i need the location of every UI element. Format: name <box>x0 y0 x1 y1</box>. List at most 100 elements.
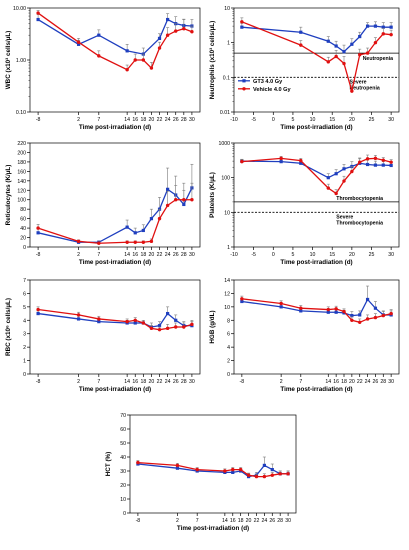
data-point <box>133 231 137 235</box>
data-point <box>358 52 362 57</box>
chart-rbc: 0 1 2 3 4 5 6 7 -8 2 7 14 16 18 20 22 24 26 28 30 Time post-… <box>5 278 201 393</box>
x-tick-label: 22 <box>254 518 260 524</box>
y-axis-label: HGB (g/dL) <box>209 310 216 343</box>
x-tick-label: 26 <box>173 252 179 258</box>
x-tick-label: -5 <box>251 117 256 123</box>
x-tick-label: 14 <box>124 379 130 385</box>
y-tick-label: 1.00 <box>16 58 26 64</box>
series-veh <box>240 295 393 324</box>
x-tick-label: 20 <box>349 252 355 258</box>
series-veh <box>36 182 194 245</box>
data-point <box>36 311 40 316</box>
data-point <box>36 11 40 15</box>
data-point <box>133 321 137 325</box>
data-point <box>238 467 243 472</box>
x-tick-label: 24 <box>165 379 171 385</box>
data-point <box>326 176 330 180</box>
x-axis-label: Time post-irradiation (d) <box>177 525 249 532</box>
y-tick-label: 6 <box>23 291 26 297</box>
data-point <box>174 198 178 202</box>
data-point <box>133 240 137 244</box>
reference-line-label: Severe <box>336 214 353 220</box>
data-point <box>334 44 338 48</box>
data-point <box>373 163 378 167</box>
plot-frame <box>233 279 400 375</box>
plot-frame <box>29 279 201 375</box>
x-tick-label: 20 <box>349 379 355 385</box>
y-tick-label: 60 <box>120 427 126 433</box>
data-point <box>270 468 274 472</box>
data-point <box>358 160 362 164</box>
data-point <box>190 30 194 34</box>
plot-frame <box>233 7 400 113</box>
y-tick-label: 14 <box>224 278 230 284</box>
y-tick-label: 40 <box>120 455 126 461</box>
data-point <box>125 225 129 229</box>
y-tick-label: 10.00 <box>13 6 26 12</box>
x-tick-label: 15 <box>329 252 335 258</box>
data-point <box>36 231 40 235</box>
legend-marker <box>242 87 246 91</box>
x-tick-label: 14 <box>124 117 130 123</box>
data-point <box>76 317 81 321</box>
x-axis-label: Time post-irradiation (d) <box>79 124 151 131</box>
x-axis-label: Time post-irradiation (d) <box>79 259 151 266</box>
data-point <box>174 325 178 329</box>
x-tick-label: 5 <box>291 252 294 258</box>
data-point <box>270 473 274 477</box>
reference-line-label: Neutropenia <box>350 85 380 91</box>
x-tick-label: 2 <box>280 379 283 385</box>
x-tick-label: 2 <box>176 518 179 524</box>
x-tick-label: -10 <box>230 252 238 258</box>
y-tick-label: 0 <box>123 511 126 517</box>
y-tick-label: 0.10 <box>16 110 26 116</box>
y-axis-label: Platelets (K/µL) <box>209 172 216 218</box>
x-tick-label: 18 <box>341 379 347 385</box>
data-point <box>149 66 154 70</box>
data-point <box>157 327 162 332</box>
data-point <box>350 313 354 318</box>
data-point <box>165 33 170 37</box>
data-point <box>389 163 393 168</box>
data-point <box>373 40 378 45</box>
data-point <box>254 474 259 479</box>
x-tick-label: -8 <box>240 379 245 385</box>
data-point <box>334 172 338 176</box>
y-tick-label: 4 <box>227 345 230 351</box>
data-point <box>240 159 244 164</box>
x-axis-label: Time post-irradiation (d) <box>79 386 151 393</box>
x-tick-label: 14 <box>325 379 331 385</box>
data-point <box>240 20 244 24</box>
data-point <box>136 460 140 465</box>
data-point <box>125 49 129 53</box>
x-tick-label: 2 <box>77 117 80 123</box>
y-tick-label: 10 <box>224 6 230 12</box>
x-tick-label: 20 <box>149 379 155 385</box>
reference-line-label: Neutropenia <box>363 56 393 62</box>
data-point <box>365 297 370 302</box>
data-point <box>299 161 303 165</box>
x-axis-label: Time post-irradiation (d) <box>280 259 352 266</box>
y-tick-label: 20 <box>20 236 26 242</box>
data-point <box>182 198 186 202</box>
data-point <box>342 309 346 314</box>
y-tick-label: 0 <box>23 372 26 378</box>
x-tick-label: 28 <box>181 117 187 123</box>
y-axis-label: WBC (x10³ cells/µL) <box>5 31 12 90</box>
legend-label: Vehicle 4.0 Gy <box>253 87 292 93</box>
y-axis-label: Neutrophils (x10³ cells/µL) <box>209 21 216 100</box>
data-point <box>358 313 362 317</box>
data-point <box>389 32 393 37</box>
data-point <box>342 61 346 66</box>
y-tick-label: 12 <box>224 291 230 297</box>
data-point <box>240 25 244 29</box>
data-point <box>326 60 330 64</box>
data-point <box>190 198 194 202</box>
data-point <box>125 319 129 324</box>
data-point <box>125 68 129 72</box>
x-tick-label: 20 <box>246 518 252 524</box>
x-tick-label: 26 <box>373 379 379 385</box>
data-point <box>174 29 178 33</box>
data-point <box>141 58 146 62</box>
